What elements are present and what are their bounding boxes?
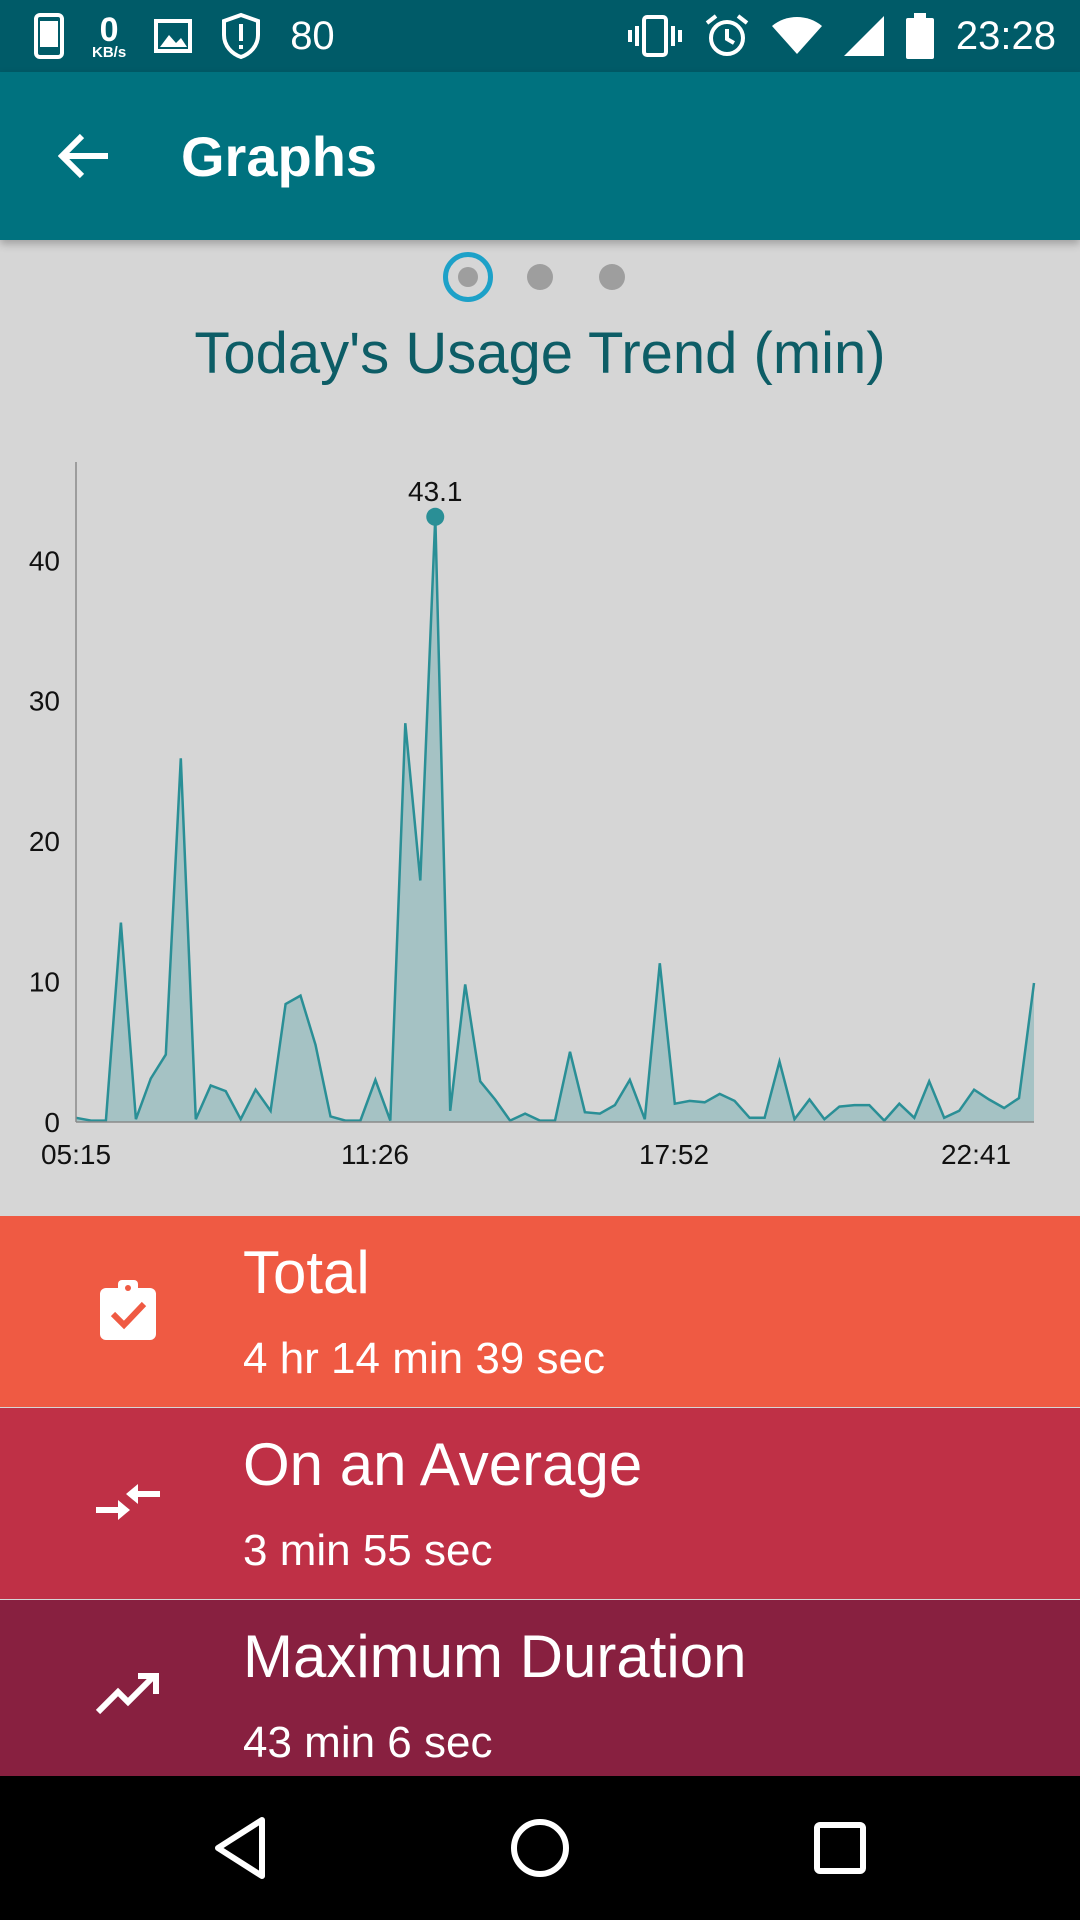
stat-maximum-duration-value: 43 min 6 sec [243,1718,493,1767]
page-indicator [0,252,1080,302]
x-tick-label: 05:15 [41,1139,111,1170]
page-dot-2[interactable] [527,264,553,290]
shield-alert-icon [220,12,262,60]
back-button[interactable] [44,116,124,196]
nav-home-button[interactable] [500,1808,580,1888]
page-dot-1[interactable] [443,252,493,302]
y-tick-label: 0 [44,1107,60,1138]
stat-average: On an Average 3 min 55 sec [0,1408,1080,1599]
phone-icon [34,13,64,59]
status-bar: 0 KB/s 80 23:28 [0,0,1080,72]
y-tick-label: 40 [29,545,60,576]
y-tick-label: 30 [29,686,60,717]
arrow-back-icon [58,133,108,179]
clock: 23:28 [955,13,1056,58]
y-tick-label: 20 [29,826,60,857]
stat-average-label: On an Average [243,1431,643,1498]
peak-marker[interactable] [426,507,445,526]
stat-total: Total 4 hr 14 min 39 sec [0,1216,1080,1407]
page-dot-3[interactable] [599,264,625,290]
cell-signal-icon [843,16,884,56]
usage-trend-chart[interactable]: 0 10 20 30 40 05:15 11:26 17:52 22:41 43.1 [0,440,1080,1180]
stat-average-value: 3 min 55 sec [243,1526,493,1575]
page-title: Graphs [181,125,378,188]
recents-icon [814,1822,866,1874]
x-axis-ticks: 05:15 11:26 17:52 22:41 [41,1139,1011,1170]
peak-value-label: 43.1 [408,476,463,507]
battery-icon [905,13,934,59]
usage-area [76,516,1034,1122]
nav-recents-button[interactable] [800,1808,880,1888]
battery-level-text: 80 [290,13,335,58]
home-icon [511,1819,569,1877]
clipboard-check-icon [96,1278,160,1342]
data-speed-indicator: 0 KB/s [92,13,126,60]
x-tick-label: 17:52 [639,1139,709,1170]
alarm-icon [704,13,750,59]
x-tick-label: 22:41 [941,1139,1011,1170]
nav-back-button[interactable] [200,1808,280,1888]
back-icon [215,1817,265,1879]
vibrate-icon [627,14,682,58]
y-tick-label: 10 [29,967,60,998]
data-speed-unit: KB/s [92,43,127,61]
usage-line [75,516,1036,1123]
stat-maximum-duration: Maximum Duration 43 min 6 sec [0,1600,1080,1776]
stat-total-label: Total [243,1239,370,1306]
wifi-icon [771,16,822,56]
y-axis-ticks: 0 10 20 30 40 [29,545,60,1138]
data-speed-value: 0 [99,10,119,49]
trending-up-icon [96,1662,160,1726]
app-bar: Graphs [0,72,1080,240]
stat-maximum-duration-label: Maximum Duration [243,1623,747,1690]
navigation-bar [0,1776,1080,1920]
x-tick-label: 11:26 [341,1139,409,1170]
image-icon [154,19,193,53]
chart-title: Today's Usage Trend (min) [194,321,886,386]
compare-arrows-icon [96,1470,160,1534]
stat-total-value: 4 hr 14 min 39 sec [243,1334,605,1383]
